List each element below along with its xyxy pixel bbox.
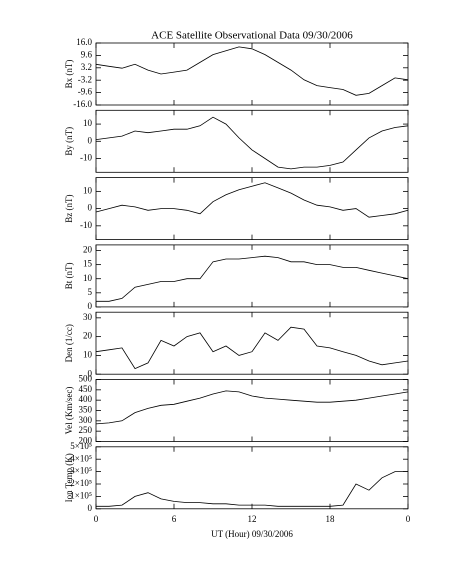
y-tick-label: 20 [83, 245, 93, 255]
y-tick-label: 9.6 [81, 49, 93, 59]
y-tick-label: 5 [88, 287, 93, 297]
x-tick-label: 6 [172, 514, 177, 524]
y-tick-label: 16.0 [76, 37, 92, 47]
y-tick-label: 10 [83, 349, 93, 359]
y-tick-label: 0 [88, 503, 93, 513]
y-tick-label: 10 [83, 273, 93, 283]
data-line [95, 182, 409, 218]
y-tick-label: 200 [79, 436, 93, 446]
y-axis-label: Bz (nT) [64, 194, 74, 222]
data-line [95, 116, 409, 170]
y-tick-label: 0 [88, 203, 93, 213]
y-tick-label: 250 [79, 425, 93, 435]
data-line [95, 46, 409, 96]
panel-frame [95, 42, 409, 106]
x-tick-label: 0 [94, 514, 99, 524]
y-tick-label: -16.0 [73, 99, 92, 109]
panel-frame [95, 244, 409, 308]
chart-title: ACE Satellite Observational Data 09/30/2… [151, 30, 353, 42]
y-tick-label: -3.2 [78, 74, 92, 84]
y-tick-label: 350 [79, 405, 93, 415]
data-line [95, 390, 409, 425]
y-tick-label: 4×10⁵ [70, 453, 92, 463]
y-tick-label: 500 [79, 374, 93, 384]
y-tick-label: 1×10⁵ [70, 490, 92, 500]
y-tick-label: -9.6 [78, 87, 93, 97]
y-tick-label: -10 [80, 220, 92, 230]
y-axis-label: Bt (nT) [64, 263, 74, 290]
x-tick-label: 18 [326, 514, 336, 524]
x-tick-label: 12 [248, 514, 257, 524]
y-tick-label: 0 [88, 368, 93, 378]
y-axis-label: Ion Temp (K) [64, 453, 74, 502]
y-tick-label: 15 [83, 259, 93, 269]
y-tick-label: 10 [83, 185, 93, 195]
y-tick-label: 400 [79, 394, 93, 404]
y-tick-label: 30 [83, 312, 93, 322]
y-tick-label: 3×10⁵ [70, 466, 92, 476]
y-axis-label: Bx (nT) [64, 60, 74, 89]
y-axis-label: Vel (Km/sec) [64, 387, 74, 435]
panel-frame [95, 109, 409, 173]
x-axis-label: UT (Hour) 09/30/2006 [211, 529, 293, 539]
y-axis-label: By (nT) [64, 127, 74, 156]
y-tick-label: 0 [88, 135, 93, 145]
y-tick-label: 20 [83, 331, 93, 341]
panel-frame [95, 446, 409, 510]
y-tick-label: 10 [83, 118, 93, 128]
y-tick-label: 300 [79, 415, 93, 425]
y-tick-label: 450 [79, 384, 93, 394]
x-tick-label: 0 [406, 514, 411, 524]
data-line [96, 255, 409, 302]
y-axis-label: Den (1/cc) [64, 324, 74, 362]
data-line [96, 471, 408, 507]
y-tick-label: 2×10⁵ [70, 478, 92, 488]
y-tick-label: 3.2 [81, 62, 92, 72]
data-line [95, 326, 409, 370]
y-tick-label: 5×10⁵ [70, 441, 92, 451]
y-tick-label: -10 [80, 153, 92, 163]
y-tick-label: 0 [88, 301, 93, 311]
